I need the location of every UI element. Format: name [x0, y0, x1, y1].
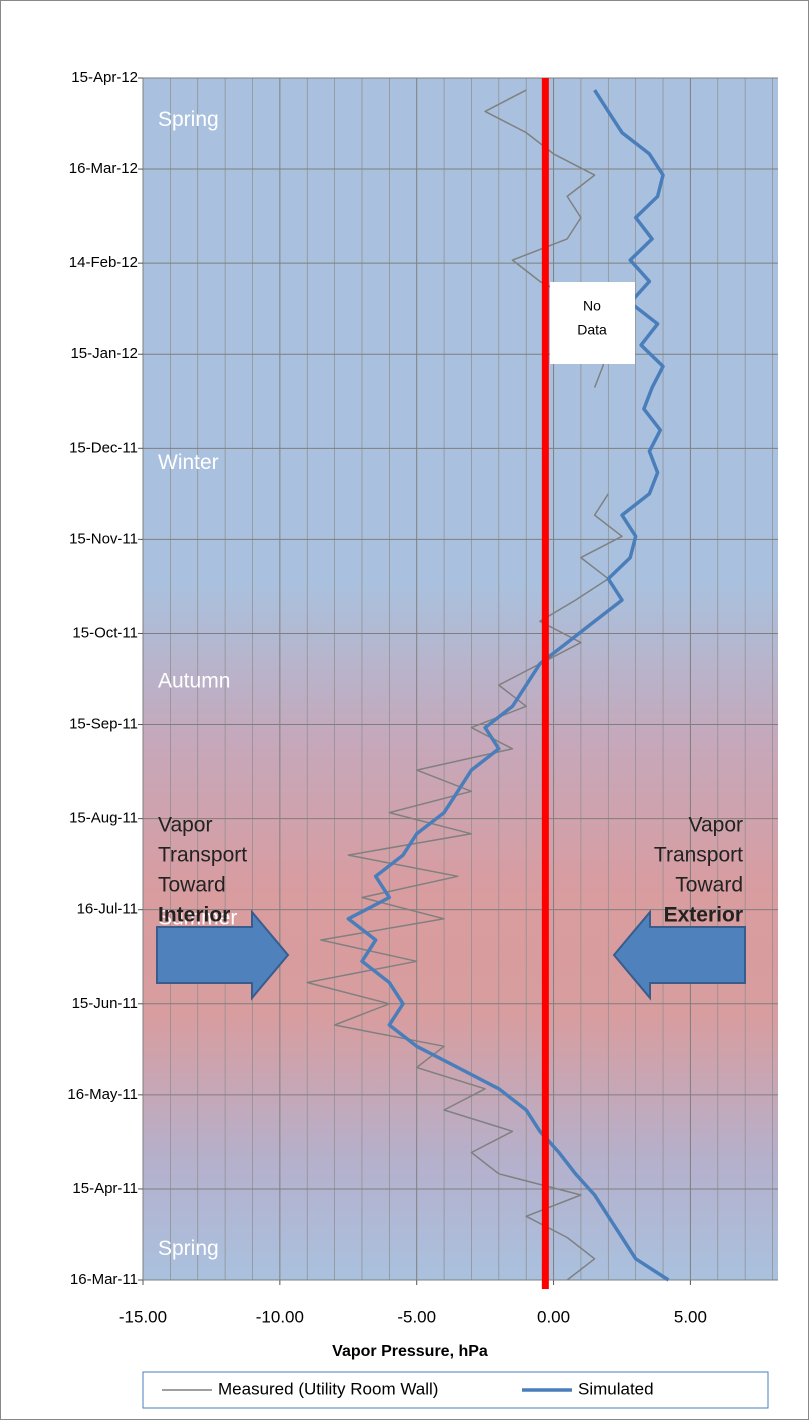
x-tick-label: 5.00	[674, 1307, 707, 1326]
season-label: Winter	[158, 451, 219, 474]
season-label: Spring	[158, 108, 219, 131]
y-tick-label: 15-Jun-11	[72, 995, 138, 1012]
no-data-label: No	[583, 298, 601, 314]
plot-area	[143, 78, 778, 1280]
season-label: Summer	[158, 906, 237, 929]
x-tick-label: -15.00	[119, 1307, 167, 1326]
y-tick-label: 15-Sep-11	[69, 715, 138, 732]
no-data-label: Data	[577, 322, 607, 338]
note-right: Transport	[654, 844, 743, 867]
no-data-box	[550, 282, 635, 364]
y-tick-label: 16-May-11	[67, 1086, 138, 1103]
y-tick-label: 16-Mar-12	[69, 160, 138, 177]
x-tick-label: -10.00	[256, 1307, 304, 1326]
legend-label: Measured (Utility Room Wall)	[218, 1379, 438, 1398]
arrow-right	[156, 909, 290, 1001]
note-left: Transport	[158, 844, 247, 867]
series-line	[346, 89, 670, 1282]
axis-title: Vapor Pressure, hPa	[332, 1343, 488, 1360]
y-tick-label: 15-Jan-12	[70, 345, 138, 362]
y-tick-label: 16-Mar-11	[70, 1271, 138, 1288]
y-tick-label: 15-Nov-11	[69, 530, 138, 547]
y-tick-label: 15-Apr-11	[72, 1180, 138, 1197]
season-label: Autumn	[158, 670, 230, 693]
note-right: Toward	[675, 874, 743, 897]
legend-box	[142, 1371, 769, 1409]
x-tick-label: 0.00	[537, 1307, 570, 1326]
note-left: Vapor	[158, 814, 212, 837]
y-tick-label: 16-Jul-11	[77, 901, 138, 918]
note-right: Exterior	[664, 904, 743, 927]
legend-label: Simulated	[578, 1379, 654, 1398]
y-tick-label: 15-Aug-11	[69, 810, 138, 827]
y-tick-label: 15-Oct-11	[72, 624, 138, 641]
note-left: Toward	[158, 874, 226, 897]
arrow-left	[612, 909, 746, 1001]
y-tick-label: 14-Feb-12	[69, 254, 138, 271]
x-tick-label: -5.00	[397, 1307, 436, 1326]
note-right: Vapor	[689, 814, 743, 837]
note-left: Interior	[158, 904, 230, 927]
y-tick-label: 15-Dec-11	[69, 439, 138, 456]
y-tick-label: 15-Apr-12	[71, 69, 138, 86]
season-label: Spring	[158, 1237, 219, 1260]
